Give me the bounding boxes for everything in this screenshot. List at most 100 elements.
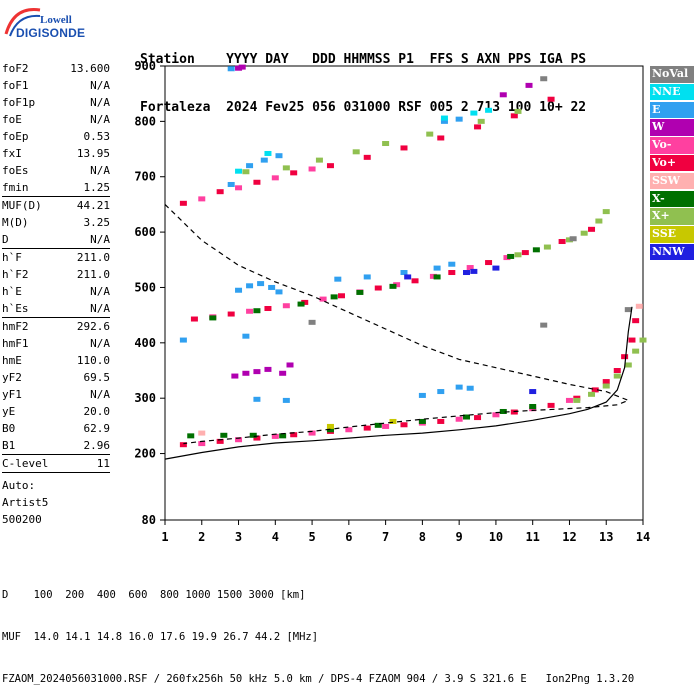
echo-point (279, 370, 287, 376)
header-labels: Station YYYY DAY DDD HHMMSS P1 FFS S AXN… (140, 52, 587, 67)
echo-point (448, 270, 456, 276)
autoscaler-name: Artist5 (2, 496, 49, 509)
param-row: h`E N/A (2, 283, 110, 300)
echo-point (588, 391, 596, 397)
param-name: foF1 (2, 79, 29, 92)
echo-point (635, 303, 643, 309)
param-divider (2, 317, 110, 318)
echo-point (389, 283, 397, 289)
echo-point (216, 189, 224, 195)
echo-point (440, 115, 448, 121)
echo-point (595, 218, 603, 224)
echo-point (463, 414, 471, 420)
echo-point (547, 402, 555, 408)
echo-point (253, 396, 261, 402)
param-row: yE 20.0 (2, 403, 110, 420)
param-value: N/A (90, 79, 110, 92)
echo-point (235, 65, 243, 71)
legend-item: SSW (650, 172, 694, 190)
echo-point (632, 348, 640, 354)
echo-point (220, 432, 228, 438)
legend-item: Vo- (650, 137, 694, 154)
param-row: B1 2.96 (2, 437, 110, 454)
param-row: foEp 0.53 (2, 128, 110, 145)
echo-point (382, 141, 390, 147)
param-name: h`F (2, 251, 22, 264)
echo-point (485, 260, 493, 266)
echo-point (246, 308, 254, 314)
param-group-confidence: C-level 11 (2, 455, 110, 472)
echo-point (418, 392, 426, 398)
echo-point (492, 265, 500, 271)
y-tick-label: 500 (134, 280, 156, 294)
param-group-profile: hmF2 292.6 hmF1 N/A hmE 110.0 yF2 69.5 yF1 N/A yE 2… (2, 318, 110, 454)
param-row: MUF(D) 44.21 (2, 197, 110, 214)
header-values: Fortaleza 2024 Fev25 056 031000 RSF 005 … (140, 100, 587, 115)
x-tick-label: 14 (636, 530, 650, 544)
y-tick-label: 300 (134, 391, 156, 405)
echo-point (474, 415, 482, 421)
param-value: 3.25 (83, 216, 111, 229)
param-row: D N/A (2, 231, 110, 248)
param-name: hmF2 (2, 320, 29, 333)
plot-border (164, 65, 644, 521)
echo-point (529, 404, 537, 409)
echo-point (190, 316, 198, 322)
param-value: 110.0 (76, 354, 110, 367)
echo-point (242, 169, 250, 175)
digisonde-logo: Lowell DIGISONDE (2, 4, 85, 42)
echo-point (400, 422, 408, 428)
param-row: foF1p N/A (2, 94, 110, 111)
echo-point (374, 422, 382, 428)
y-tick-label: 80 (142, 513, 156, 527)
echo-point (275, 289, 283, 295)
echo-point (382, 423, 390, 429)
echo-point (319, 296, 327, 302)
echo-point (246, 283, 254, 289)
legend-item: NNE (650, 83, 694, 101)
param-name: h`F2 (2, 268, 29, 281)
echo-point (569, 236, 577, 242)
param-value: 11 (96, 457, 110, 470)
y-tick-label: 600 (134, 225, 156, 239)
echo-point (235, 168, 243, 174)
echo-point (433, 265, 441, 271)
echo-point (246, 163, 254, 169)
param-group-muf: MUF(D) 44.21 M(D) 3.25 D N/A (2, 197, 110, 248)
echo-point (514, 252, 522, 258)
echo-point (507, 253, 515, 259)
echo-point (532, 247, 540, 253)
param-value: 69.5 (83, 371, 111, 384)
param-value: 2.96 (83, 439, 111, 452)
echo-point (253, 435, 261, 441)
echo-point (235, 185, 243, 191)
echo-point (455, 116, 463, 122)
param-name: foEs (2, 164, 29, 177)
echo-point (198, 430, 206, 436)
echo-point (602, 379, 610, 385)
param-name: yF2 (2, 371, 22, 384)
echo-point (389, 418, 397, 424)
param-value: N/A (90, 337, 110, 350)
echo-point (565, 237, 573, 243)
echo-point (253, 369, 261, 375)
x-tick-label: 3 (235, 530, 242, 544)
echo-point (499, 408, 507, 414)
echo-point (279, 433, 287, 439)
echo-point (235, 287, 243, 293)
echo-point (470, 110, 478, 116)
echo-point (470, 268, 478, 274)
echo-point (290, 170, 298, 176)
param-value: 13.95 (76, 147, 110, 160)
echo-point (363, 425, 371, 431)
x-tick-label: 9 (456, 530, 463, 544)
echo-point (591, 387, 599, 393)
autoscaler-version: 500200 (2, 513, 42, 526)
echo-point (514, 108, 522, 114)
x-tick-label: 2 (198, 530, 205, 544)
echo-point (613, 373, 621, 379)
echo-point (268, 284, 276, 290)
param-value: N/A (90, 233, 110, 246)
param-row: foF1 N/A (2, 77, 110, 94)
echo-point (308, 319, 316, 325)
